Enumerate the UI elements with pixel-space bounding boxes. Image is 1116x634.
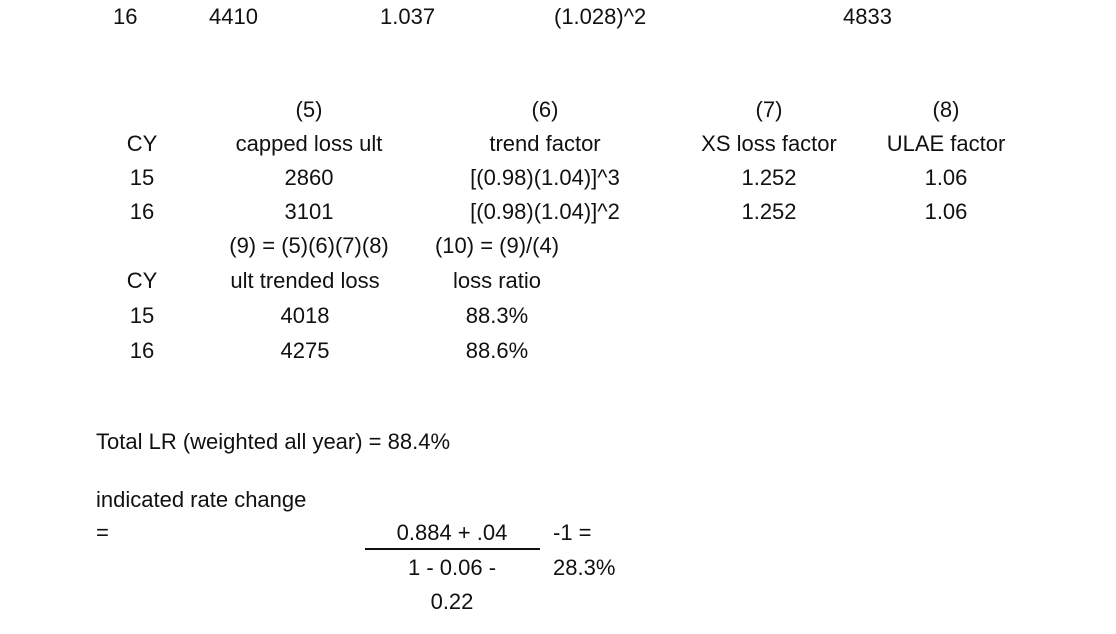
top-row-value-1: 4410 [209, 4, 258, 29]
table1-row-16-xs-factor: 1.252 [741, 199, 797, 224]
header2-cy: CY [126, 268, 158, 293]
rate-change-result: 28.3% [553, 555, 616, 580]
fraction-bar [365, 548, 540, 550]
table1-row-16-capped-loss: 3101 [284, 199, 334, 224]
table2-row-15-ult-trended-loss: 4018 [280, 303, 330, 328]
table1-row-15-cy: 15 [129, 165, 155, 190]
rate-change-numerator: 0.884 + .04 [396, 520, 508, 545]
table1-row-16-cy: 16 [129, 199, 155, 224]
header-ulae-factor: ULAE factor [886, 131, 1006, 156]
header-xs-loss-factor: XS loss factor [701, 131, 837, 156]
header-capped-loss-ult: capped loss ult [235, 131, 383, 156]
table1-row-16-trend-factor: [(0.98)(1.04)]^2 [470, 199, 620, 224]
table1-row-15-xs-factor: 1.252 [741, 165, 797, 190]
table1-row-15-capped-loss: 2860 [284, 165, 334, 190]
col-number-8: (8) [932, 97, 960, 122]
col-number-7: (7) [755, 97, 783, 122]
table1-row-15-ulae-factor: 1.06 [924, 165, 968, 190]
rate-change-label: indicated rate change [96, 487, 307, 512]
col-number-6: (6) [531, 97, 559, 122]
header-trend-factor: trend factor [489, 131, 601, 156]
table2-row-16-cy: 16 [129, 338, 155, 363]
table2-row-15-cy: 15 [129, 303, 155, 328]
col-formula-10: (10) = (9)/(4) [434, 233, 560, 258]
table1-row-16-ulae-factor: 1.06 [924, 199, 968, 224]
col-number-5: (5) [295, 97, 323, 122]
table2-row-16-loss-ratio: 88.6% [465, 338, 529, 363]
table1-row-15-trend-factor: [(0.98)(1.04)]^3 [470, 165, 620, 190]
top-row-value-2: 1.037 [380, 4, 436, 29]
col-formula-9: (9) = (5)(6)(7)(8) [229, 233, 389, 258]
rate-change-denominator-line2: 0.22 [430, 589, 474, 614]
top-row-value-4: 4833 [843, 4, 892, 29]
rate-change-denominator-line1: 1 - 0.06 - [407, 555, 497, 580]
header-cy: CY [126, 131, 158, 156]
table2-row-15-loss-ratio: 88.3% [465, 303, 529, 328]
header-loss-ratio: loss ratio [452, 268, 542, 293]
top-row-cy: 16 [113, 4, 138, 29]
header-ult-trended-loss: ult trended loss [230, 268, 380, 293]
total-loss-ratio: Total LR (weighted all year) = 88.4% [96, 429, 451, 454]
table2-row-16-ult-trended-loss: 4275 [280, 338, 330, 363]
top-row-value-3: (1.028)^2 [554, 4, 647, 29]
rate-change-equals: = [96, 520, 109, 545]
rate-change-minus-one: -1 = [553, 520, 592, 545]
